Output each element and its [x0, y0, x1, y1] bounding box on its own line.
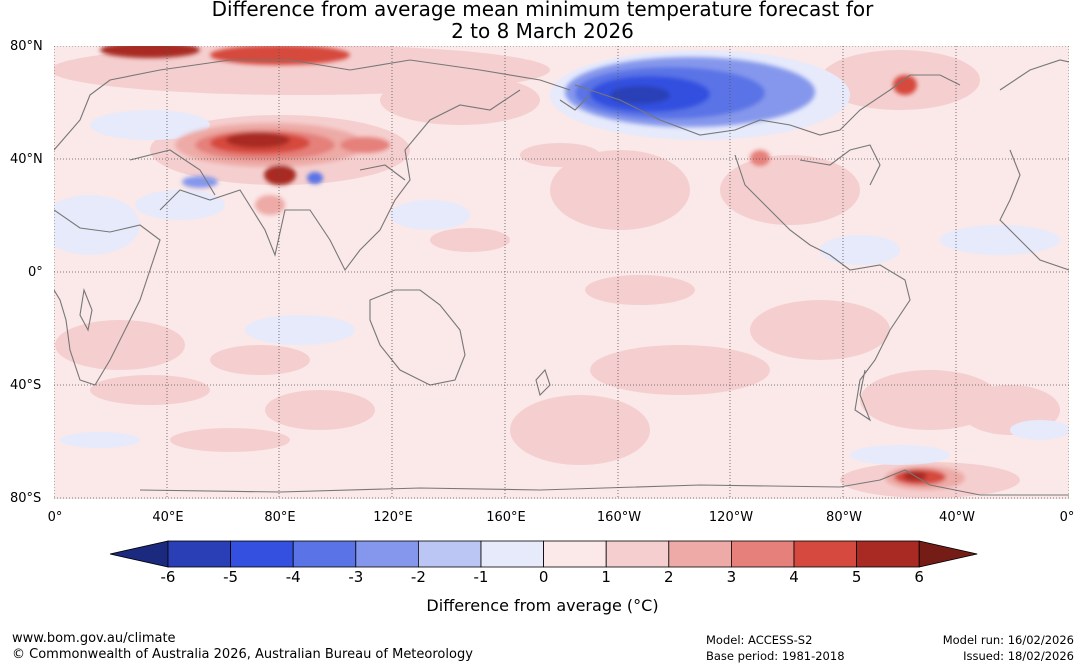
colorbar-tick-label: -6 — [160, 568, 176, 586]
lat-label-40n: 40°N — [10, 152, 43, 167]
lon-label-0-right: 0° — [1059, 510, 1075, 525]
footer-issued: Issued: 18/02/2026 — [963, 649, 1074, 663]
colorbar-box — [731, 540, 795, 568]
cold-anomaly-pacific — [182, 57, 815, 188]
lat-label-equator: 0° — [28, 265, 43, 280]
lon-label-40e: 40°E — [152, 510, 184, 525]
lon-label-0-left: 0° — [47, 510, 63, 525]
colorbar-tick-label: -4 — [285, 568, 301, 586]
lat-label-80n: 80°N — [10, 39, 43, 54]
footer-model: Model: ACCESS-S2 — [706, 633, 813, 647]
colorbar-tick-label: -1 — [473, 568, 489, 586]
lat-label-80s: 80°S — [10, 491, 42, 506]
colorbar-extend-high — [918, 540, 978, 568]
colorbar-extend-low — [109, 540, 169, 568]
lon-label-40w: 40°W — [939, 510, 975, 525]
lon-label-160w: 160°W — [596, 510, 642, 525]
colorbar-tick-label: -3 — [348, 568, 364, 586]
colorbar-box — [543, 540, 607, 568]
colorbar-box — [292, 540, 357, 568]
footer-website: www.bom.gov.au/climate — [12, 631, 176, 646]
colorbar-box — [355, 540, 419, 568]
colorbar-tick-label: 6 — [914, 568, 924, 586]
footer-model-run: Model run: 16/02/2026 — [942, 633, 1074, 647]
colorbar-tick-label: 5 — [851, 568, 862, 586]
colorbar-box — [480, 540, 544, 568]
warm-anomaly-asia — [100, 46, 917, 215]
colorbar-box — [856, 540, 920, 568]
colorbar-box — [167, 540, 231, 568]
colorbar-tick-label: 4 — [789, 568, 799, 586]
colorbar-box — [793, 540, 857, 568]
lon-label-160e: 160°E — [486, 510, 526, 525]
colorbar-tick-label: 0 — [538, 568, 549, 586]
map-title-line1: Difference from average mean minimum tem… — [211, 0, 874, 21]
lon-label-80w: 80°W — [826, 510, 862, 525]
warm-anomaly-antarctic — [885, 466, 965, 490]
colorbar-box — [417, 540, 482, 568]
colorbar-tick-label: 1 — [601, 568, 611, 586]
map-title-line2: 2 to 8 March 2026 — [451, 19, 634, 43]
colorbar-tick-label: 3 — [726, 568, 737, 586]
colorbar-box — [230, 540, 294, 568]
colorbar-tick-label: -5 — [223, 568, 239, 586]
lon-label-120e: 120°E — [373, 510, 413, 525]
colorbar-tick-label: -2 — [410, 568, 426, 586]
coastlines — [54, 59, 1069, 496]
footer-copyright: © Commonwealth of Australia 2026, Austra… — [12, 647, 473, 662]
colorbar-box — [605, 540, 670, 568]
footer-base-period: Base period: 1981-2018 — [706, 649, 845, 663]
colorbar-label: Difference from average (°C) — [426, 596, 659, 615]
lat-label-40s: 40°S — [10, 378, 42, 393]
graticule — [54, 46, 1069, 499]
lon-label-120w: 120°W — [708, 510, 754, 525]
colorbar-tick-label: 2 — [664, 568, 674, 586]
colorbar-box — [668, 540, 732, 568]
lon-label-80e: 80°E — [264, 510, 296, 525]
